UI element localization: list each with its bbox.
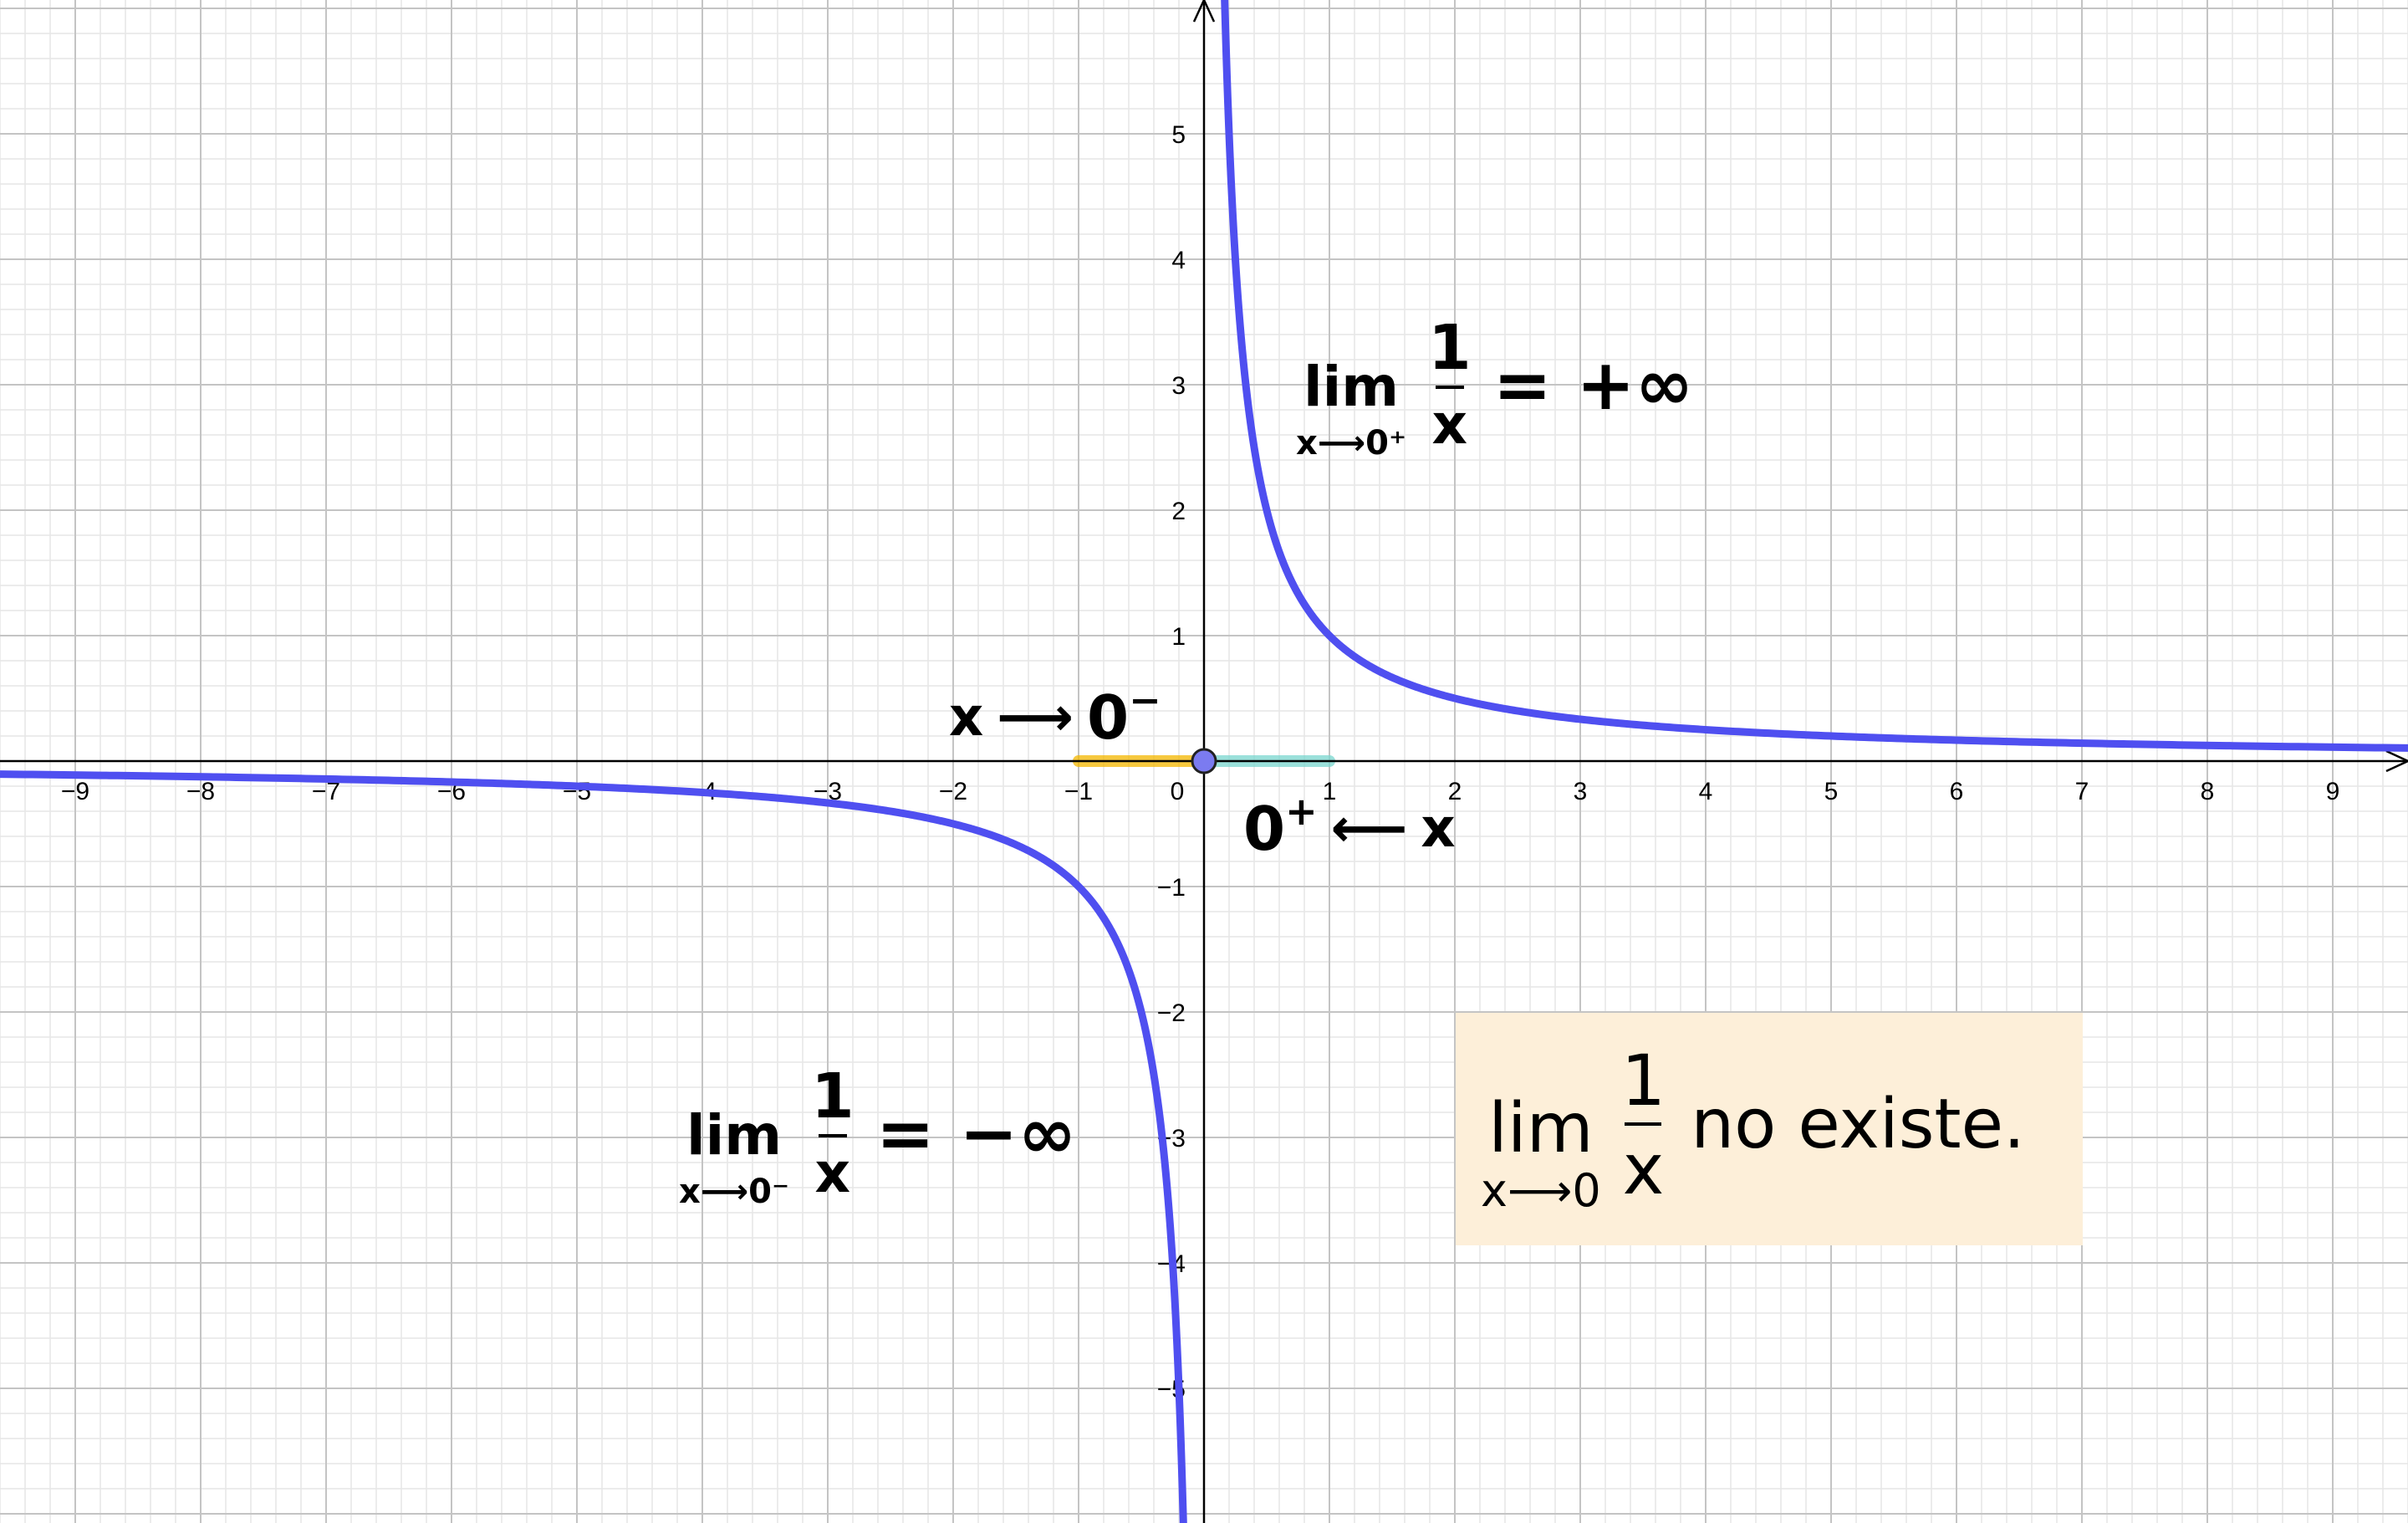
- conclusion-fraction-bar: [1625, 1122, 1662, 1126]
- points: [1191, 748, 1217, 774]
- y-tick-label: −1: [1157, 874, 1186, 902]
- x-tick-label: 4: [1699, 778, 1713, 805]
- conclusion-numerator: 1: [1620, 1040, 1666, 1122]
- curve-branch-0: [1221, 0, 2408, 752]
- right-limit-subscript: x⟶0⁺: [1296, 424, 1407, 463]
- right-approach-arrow: ⟵: [1330, 798, 1408, 860]
- conclusion-fraction: 1 x: [1621, 1045, 1666, 1204]
- right-limit-annotation: lim x⟶0⁺ 1 x = +∞: [1296, 309, 1694, 460]
- right-limit-operator: lim x⟶0⁺: [1296, 355, 1407, 463]
- y-tick-label: 5: [1171, 121, 1186, 149]
- x-tick-label: −9: [61, 778, 89, 805]
- conclusion-denominator: x: [1622, 1128, 1665, 1210]
- left-limit-fraction-bar: [818, 1134, 847, 1137]
- left-approach-label: x ⟶ 0 −: [949, 681, 1161, 753]
- y-axis-arrow: [1192, 0, 1216, 23]
- x-tick-label: 8: [2201, 778, 2215, 805]
- right-limit-numerator: 1: [1428, 312, 1472, 384]
- x-tick-label: 3: [1574, 778, 1588, 805]
- right-limit-result: = +∞: [1492, 344, 1694, 426]
- right-limit-denominator: x: [1431, 392, 1468, 457]
- conclusion-annotation: lim x⟶0 1 x no existe.: [1481, 1036, 2025, 1214]
- conclusion-lim: lim: [1488, 1089, 1594, 1168]
- x-tick-label: 9: [2326, 778, 2340, 805]
- origin-point: [1191, 748, 1217, 774]
- left-limit-operator: lim x⟶0⁻: [679, 1108, 789, 1209]
- left-limit-lim: lim: [686, 1103, 783, 1168]
- y-tick-label: 2: [1171, 498, 1186, 525]
- x-tick-label: 0: [1171, 778, 1185, 805]
- left-limit-result: = −∞: [875, 1092, 1077, 1174]
- x-tick-label: −2: [939, 778, 967, 805]
- left-approach-sign: −: [1129, 677, 1161, 723]
- x-tick-label: 5: [1824, 778, 1839, 805]
- right-limit-fraction-bar: [1435, 386, 1464, 389]
- y-tick-label: 1: [1171, 623, 1186, 651]
- conclusion-operator: lim x⟶0: [1481, 1095, 1601, 1214]
- conclusion-subscript: x⟶0: [1481, 1164, 1601, 1217]
- x-tick-label: −1: [1064, 778, 1093, 805]
- x-tick-label: 2: [1448, 778, 1462, 805]
- left-approach-x: x: [949, 687, 984, 749]
- left-limit-numerator: 1: [811, 1060, 855, 1132]
- left-limit-subscript: x⟶0⁻: [679, 1173, 790, 1211]
- y-tick-label: −2: [1157, 999, 1186, 1027]
- right-limit-fraction: 1 x: [1428, 317, 1472, 452]
- curve-branch-1: [0, 770, 1187, 1523]
- left-limit-fraction: 1 x: [811, 1066, 855, 1201]
- x-tick-label: −5: [563, 778, 591, 805]
- right-approach-label: 0 + ⟵ x: [1243, 792, 1456, 864]
- left-limit-annotation: lim x⟶0⁻ 1 x = −∞: [679, 1058, 1077, 1209]
- right-approach-sign: +: [1285, 789, 1318, 834]
- y-tick-label: 3: [1171, 372, 1186, 400]
- left-approach-arrow: ⟶: [997, 687, 1074, 749]
- y-tick-label: 4: [1171, 247, 1186, 274]
- x-tick-label: −8: [186, 778, 215, 805]
- x-tick-label: 7: [2075, 778, 2089, 805]
- x-tick-label: 1: [1323, 778, 1337, 805]
- right-limit-lim: lim: [1303, 355, 1400, 419]
- right-approach-zero: 0: [1243, 794, 1286, 864]
- x-axis-arrow: [2385, 749, 2408, 773]
- left-approach-zero: 0: [1087, 682, 1130, 753]
- left-limit-denominator: x: [814, 1141, 851, 1205]
- conclusion-text: no existe.: [1691, 1085, 2026, 1164]
- x-tick-label: 6: [1950, 778, 1964, 805]
- right-approach-x: x: [1421, 798, 1456, 860]
- conclusion-box: lim x⟶0 1 x no existe.: [1456, 1013, 2083, 1245]
